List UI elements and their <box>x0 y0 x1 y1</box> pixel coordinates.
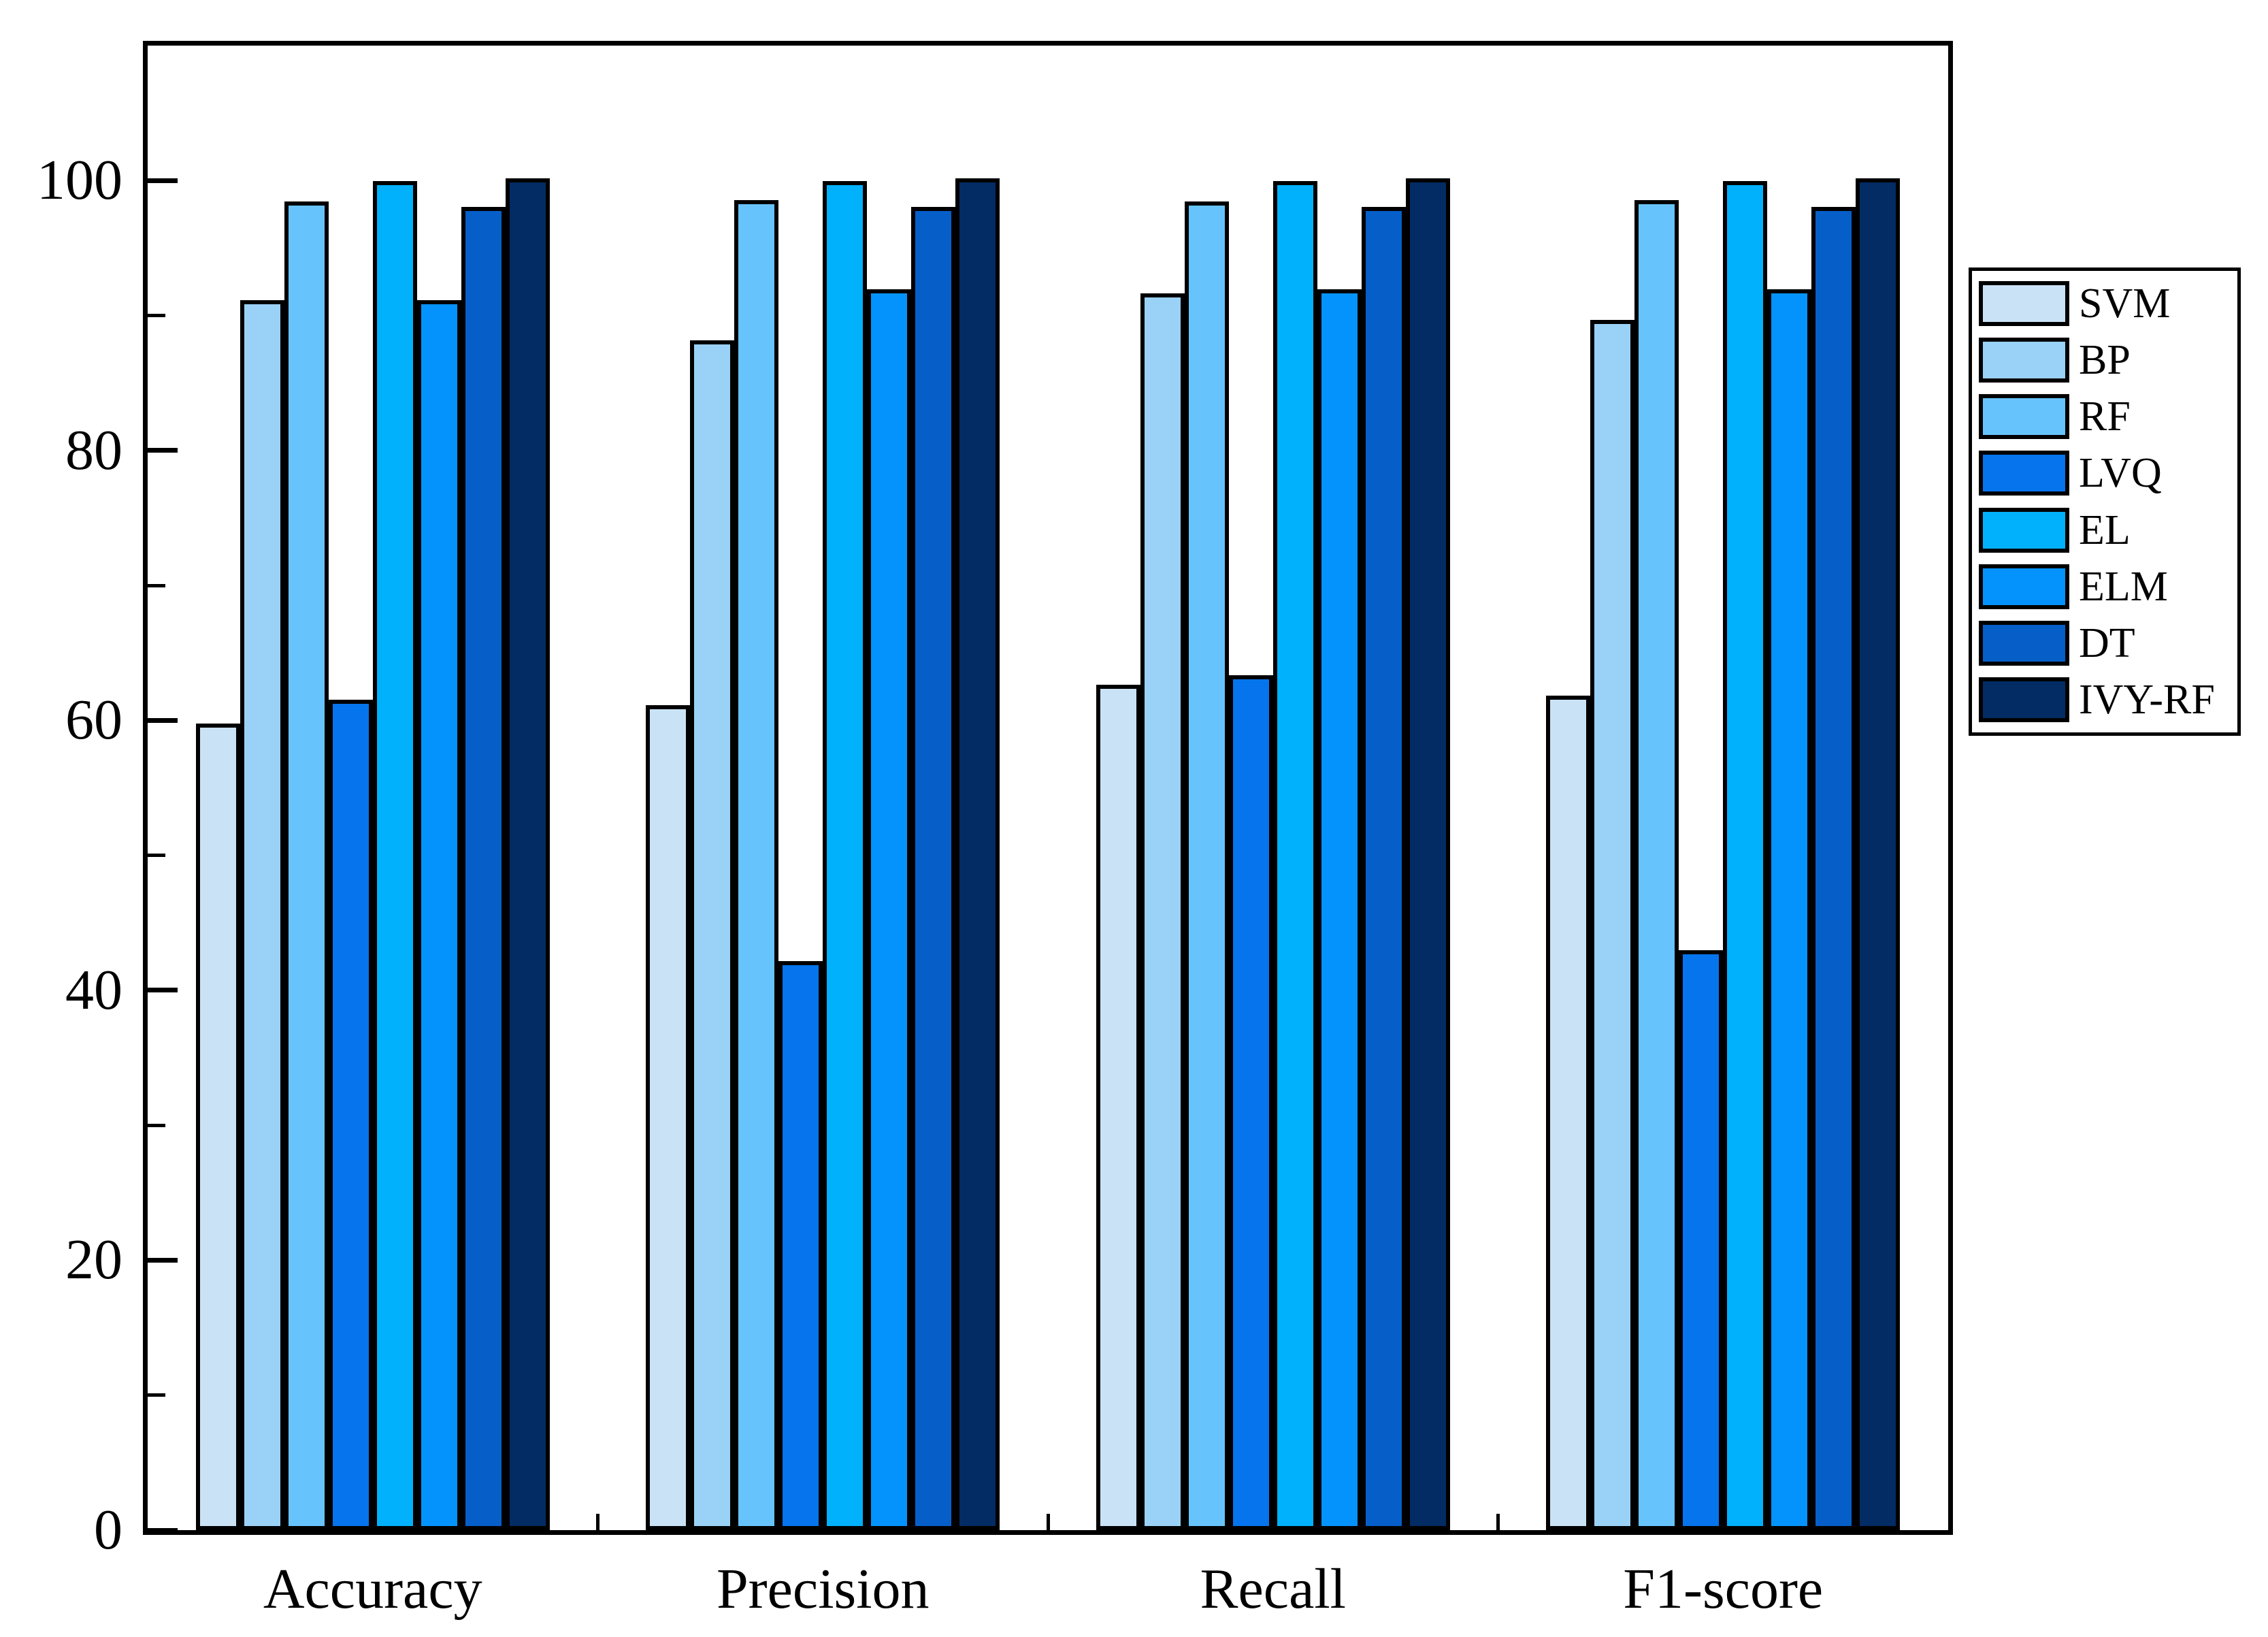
y-axis-tick-label: 20 <box>65 1228 122 1292</box>
bar-dt-precision <box>911 207 956 1530</box>
legend-item-svm: SVM <box>1979 279 2231 328</box>
y-axis-major-tick <box>148 988 178 993</box>
legend-label-dt: DT <box>2079 619 2135 666</box>
legend-label-svm: SVM <box>2079 280 2171 327</box>
legend-label-lvq: LVQ <box>2079 450 2162 497</box>
bar-ivy-rf-f1-score <box>1856 178 1901 1530</box>
legend-swatch-svm <box>1979 281 2069 326</box>
bar-elm-f1-score <box>1767 289 1812 1530</box>
bar-bp-recall <box>1140 293 1185 1530</box>
bar-lvq-f1-score <box>1679 950 1724 1530</box>
y-axis-minor-tick <box>148 854 165 858</box>
bar-group-accuracy <box>148 178 598 1530</box>
y-axis-minor-tick <box>148 583 165 587</box>
bar-elm-recall <box>1317 289 1362 1530</box>
category-label-precision: Precision <box>716 1557 930 1621</box>
y-axis-tick-label: 100 <box>37 148 122 212</box>
bar-rf-precision <box>734 200 779 1530</box>
plot-area <box>143 41 1953 1535</box>
y-axis-major-tick <box>148 1527 178 1533</box>
x-axis-boundary-tick <box>1046 1514 1050 1530</box>
bar-group-precision <box>598 178 1049 1530</box>
bar-elm-precision <box>867 289 912 1530</box>
y-axis-tick-label: 0 <box>94 1498 122 1561</box>
y-axis-tick-label: 40 <box>65 958 122 1022</box>
bar-svm-accuracy <box>195 724 240 1530</box>
bar-el-accuracy <box>372 181 417 1530</box>
legend-item-ivy-rf: IVY-RF <box>1979 675 2231 724</box>
bar-lvq-recall <box>1228 675 1273 1530</box>
bar-rf-accuracy <box>284 201 329 1530</box>
legend-label-bp: BP <box>2079 337 2131 384</box>
legend-item-bp: BP <box>1979 336 2231 385</box>
bar-el-f1-score <box>1723 181 1768 1530</box>
bar-ivy-rf-recall <box>1405 178 1450 1530</box>
legend-item-el: EL <box>1979 506 2231 555</box>
bar-dt-accuracy <box>461 207 506 1530</box>
legend-label-elm: ELM <box>2079 563 2168 610</box>
y-axis-minor-tick <box>148 314 165 318</box>
bar-svm-precision <box>646 705 691 1530</box>
y-axis-tick-label: 60 <box>65 688 122 752</box>
bar-svm-recall <box>1096 685 1140 1530</box>
y-axis-major-tick <box>148 717 178 723</box>
y-axis-minor-tick <box>148 1393 165 1397</box>
legend-swatch-el <box>1979 507 2069 553</box>
bar-dt-recall <box>1361 207 1406 1530</box>
legend-swatch-dt <box>1979 620 2069 666</box>
x-axis-boundary-tick <box>596 1514 599 1530</box>
bar-ivy-rf-accuracy <box>505 178 550 1530</box>
legend-swatch-rf <box>1979 394 2069 440</box>
legend-swatch-ivy-rf <box>1979 677 2069 722</box>
legend-label-ivy-rf: IVY-RF <box>2079 676 2215 723</box>
y-axis-tick-label: 80 <box>65 418 122 482</box>
bar-ivy-rf-precision <box>955 178 1000 1530</box>
bar-svm-f1-score <box>1546 696 1591 1530</box>
legend-swatch-elm <box>1979 564 2069 609</box>
legend-item-elm: ELM <box>1979 562 2231 611</box>
legend-swatch-lvq <box>1979 451 2069 496</box>
legend-item-rf: RF <box>1979 392 2231 441</box>
bar-bp-precision <box>690 340 735 1530</box>
legend-label-el: EL <box>2079 506 2131 553</box>
bar-el-recall <box>1272 181 1317 1530</box>
category-label-recall: Recall <box>1200 1557 1347 1621</box>
bar-rf-f1-score <box>1634 200 1679 1530</box>
legend-box: SVM BP RF LVQ EL ELM DT IVY-RF <box>1969 268 2241 736</box>
bar-lvq-accuracy <box>328 700 373 1530</box>
legend-item-lvq: LVQ <box>1979 449 2231 498</box>
x-axis-boundary-tick <box>1496 1514 1500 1530</box>
bar-group-f1-score <box>1498 178 1949 1530</box>
y-axis-major-tick <box>148 178 178 183</box>
bar-dt-f1-score <box>1811 207 1856 1530</box>
y-axis-major-tick <box>148 448 178 453</box>
y-axis-major-tick <box>148 1257 178 1263</box>
category-label-f1-score: F1-score <box>1623 1557 1824 1621</box>
bar-elm-accuracy <box>416 300 461 1530</box>
bar-lvq-precision <box>778 961 823 1530</box>
bar-bp-accuracy <box>240 300 284 1530</box>
bar-group-recall <box>1048 178 1498 1530</box>
legend-item-dt: DT <box>1979 619 2231 668</box>
y-axis-minor-tick <box>148 1123 165 1127</box>
legend-label-rf: RF <box>2079 393 2131 440</box>
bar-bp-f1-score <box>1590 320 1635 1530</box>
bar-rf-recall <box>1184 201 1229 1530</box>
bar-el-precision <box>823 181 868 1530</box>
category-label-accuracy: Accuracy <box>263 1557 482 1621</box>
legend-swatch-bp <box>1979 338 2069 383</box>
